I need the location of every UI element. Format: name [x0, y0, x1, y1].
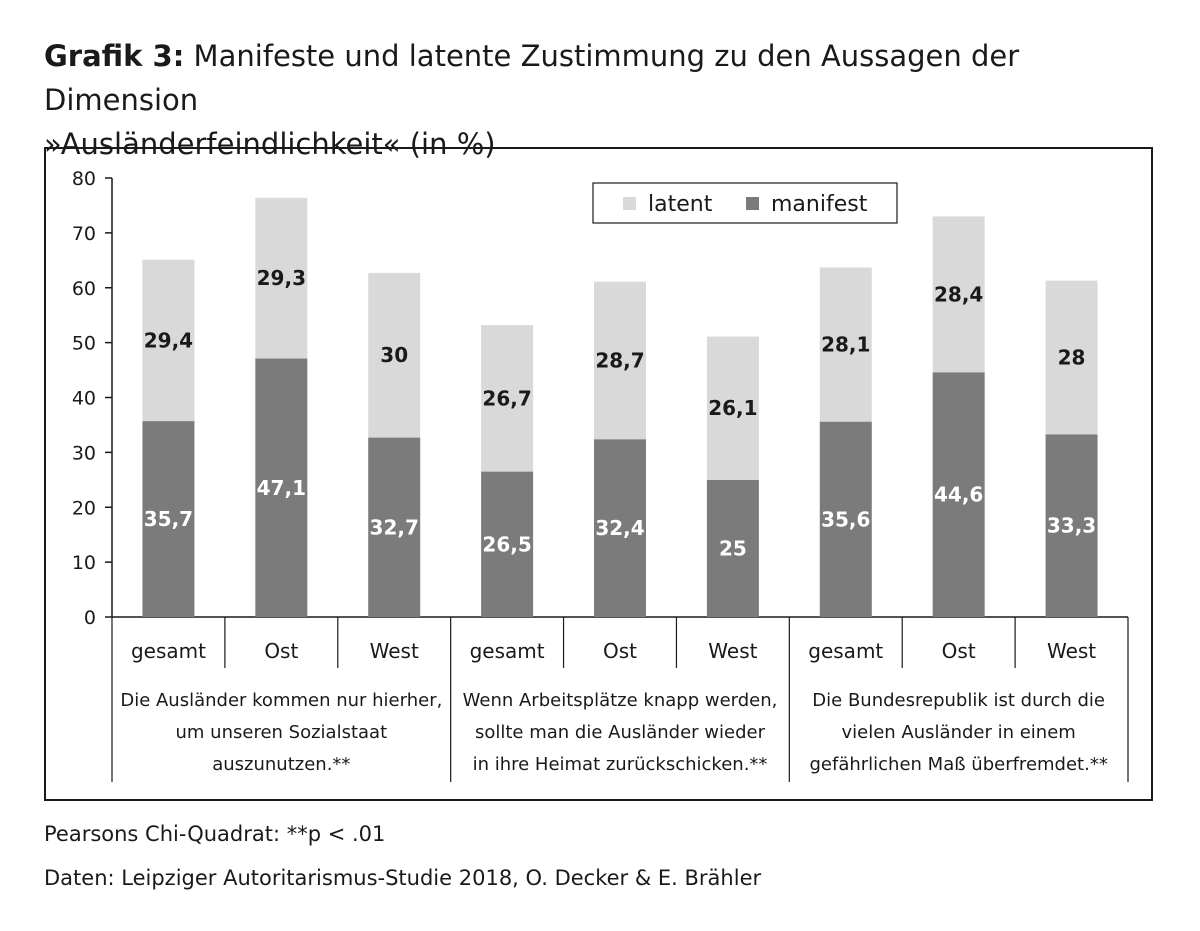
y-tick-label: 70 — [72, 223, 96, 245]
x-category-label: West — [1047, 639, 1096, 663]
bar-latent — [819, 267, 872, 422]
data-label-manifest: 47,1 — [257, 476, 306, 500]
data-label-manifest: 44,6 — [934, 483, 983, 507]
data-label-latent: 29,4 — [144, 328, 193, 352]
bar-latent — [594, 281, 646, 440]
bar-manifest — [1045, 434, 1098, 617]
x-category-label: Ost — [942, 639, 976, 663]
bar-latent — [481, 325, 534, 472]
bar-manifest — [255, 358, 308, 617]
x-category-label: Ost — [603, 639, 637, 663]
legend-swatch-manifest — [746, 197, 759, 210]
group-label-line: Wenn Arbeitsplätze knapp werden, — [463, 690, 778, 711]
chart-frame — [44, 147, 1153, 801]
group-label-line: Die Ausländer kommen nur hierher, — [120, 690, 442, 711]
x-category-label: gesamt — [470, 639, 545, 663]
x-category-label: gesamt — [131, 639, 206, 663]
bar-latent — [142, 259, 195, 422]
bar-manifest — [481, 471, 534, 617]
title-line2: »Ausländerfeindlichkeit« (in %) — [44, 127, 496, 161]
group-label-line: sollte man die Ausländer wieder — [475, 722, 766, 743]
data-label-latent: 28 — [1058, 345, 1086, 369]
legend-box — [592, 182, 898, 224]
title-prefix: Grafik 3: — [44, 39, 185, 73]
y-tick-label: 30 — [72, 442, 96, 464]
group-label-line: vielen Ausländer in einem — [842, 722, 1076, 743]
data-label-latent: 28,7 — [595, 348, 644, 372]
bar-manifest — [368, 437, 421, 617]
data-label-manifest: 32,4 — [595, 516, 644, 540]
legend-label-latent: latent — [648, 192, 713, 217]
legend-swatch-latent — [623, 197, 636, 210]
data-label-manifest: 35,6 — [821, 507, 870, 531]
title-line1: Manifeste und latente Zustimmung zu den … — [44, 39, 1020, 117]
data-label-manifest: 32,7 — [370, 515, 419, 539]
bar-manifest — [819, 421, 872, 617]
bar-latent — [932, 216, 985, 373]
group-label-line: gefährlichen Maß überfremdet.** — [809, 754, 1107, 775]
group-label-line: Die Bundesrepublik ist durch die — [812, 690, 1105, 711]
y-tick-label: 60 — [72, 278, 96, 300]
y-tick-label: 10 — [72, 552, 96, 574]
group-label-line: in ihre Heimat zurückschicken.** — [473, 754, 768, 775]
data-label-manifest: 26,5 — [482, 532, 531, 556]
bar-manifest — [142, 421, 195, 617]
legend-label-manifest: manifest — [771, 192, 868, 217]
data-label-latent: 29,3 — [257, 266, 306, 290]
footnote-source: Daten: Leipziger Autoritarismus-Studie 2… — [44, 866, 762, 890]
group-label-line: auszunutzen.** — [212, 754, 350, 775]
data-label-manifest: 35,7 — [144, 507, 193, 531]
data-label-latent: 28,4 — [934, 282, 983, 306]
data-label-latent: 26,7 — [482, 386, 531, 410]
y-tick-label: 20 — [72, 497, 96, 519]
bar-latent — [368, 272, 421, 438]
bar-manifest — [706, 479, 759, 617]
group-label-line: um unseren Sozialstaat — [176, 722, 388, 743]
y-tick-label: 0 — [84, 607, 96, 629]
x-category-label: West — [370, 639, 419, 663]
y-tick-label: 80 — [72, 168, 96, 190]
x-category-label: West — [708, 639, 757, 663]
y-tick-label: 40 — [72, 388, 96, 410]
footnote-significance: Pearsons Chi-Quadrat: **p < .01 — [44, 822, 386, 846]
y-tick-label: 50 — [72, 333, 96, 355]
bar-latent — [1045, 280, 1098, 435]
data-label-manifest: 33,3 — [1047, 514, 1096, 538]
chart-title: Grafik 3: Manifeste und latente Zustimmu… — [44, 34, 1164, 166]
x-category-label: gesamt — [808, 639, 883, 663]
data-label-latent: 28,1 — [821, 333, 870, 357]
data-label-manifest: 25 — [719, 536, 747, 560]
bar-latent — [255, 197, 308, 359]
data-label-latent: 30 — [380, 343, 408, 367]
bar-manifest — [932, 372, 985, 617]
bar-latent — [706, 336, 759, 480]
x-category-label: Ost — [264, 639, 298, 663]
data-label-latent: 26,1 — [708, 396, 757, 420]
bar-manifest — [594, 439, 646, 617]
